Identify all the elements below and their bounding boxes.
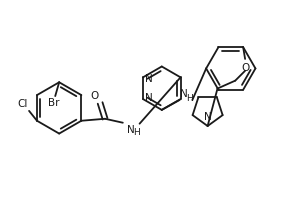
Text: H: H	[133, 128, 139, 137]
Text: N: N	[145, 74, 153, 84]
Text: N: N	[181, 89, 188, 99]
Text: Cl: Cl	[18, 99, 28, 109]
Text: N: N	[204, 112, 211, 122]
Text: H: H	[186, 94, 193, 103]
Text: N: N	[127, 125, 134, 135]
Text: O: O	[90, 91, 98, 101]
Text: O: O	[241, 63, 249, 73]
Text: N: N	[145, 93, 153, 103]
Text: Br: Br	[48, 98, 60, 108]
